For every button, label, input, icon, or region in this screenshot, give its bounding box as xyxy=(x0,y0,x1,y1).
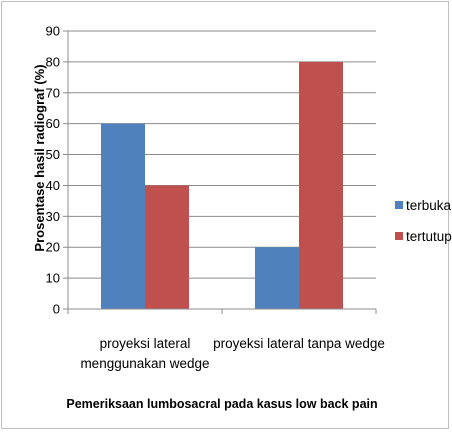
y-tick-label: 70 xyxy=(46,85,60,100)
axes xyxy=(67,31,377,314)
bar-terbuka xyxy=(101,123,145,310)
legend-swatch-tertutup xyxy=(395,232,403,240)
y-tick-labels: 0 10 20 30 40 50 60 70 80 90 xyxy=(46,24,60,317)
legend-swatch-terbuka xyxy=(395,201,403,209)
y-tick-label: 30 xyxy=(46,209,60,224)
bars xyxy=(101,61,343,310)
x-category-label: menggunakan wedge xyxy=(80,356,209,371)
bar-tertutup xyxy=(299,61,343,310)
x-category-label: proyeksi lateral xyxy=(100,336,191,351)
x-axis-title: Pemeriksaan lumbosacral pada kasus low b… xyxy=(66,397,377,411)
x-category-labels: proyeksi lateral menggunakan wedge proyeks… xyxy=(80,336,384,371)
y-tick-label: 90 xyxy=(46,24,60,39)
bar-terbuka xyxy=(255,247,299,309)
y-tick-label: 20 xyxy=(46,240,60,255)
y-axis-title: Prosentase hasil radiograf (%) xyxy=(32,64,47,251)
bar-tertutup xyxy=(145,185,189,309)
y-tick-label: 50 xyxy=(46,147,60,162)
y-tick-label: 60 xyxy=(46,116,60,131)
legend-label-tertutup: tertutup xyxy=(406,229,452,244)
legend: terbuka tertutup xyxy=(395,198,452,244)
legend-label-terbuka: terbuka xyxy=(406,198,452,213)
y-tick-label: 80 xyxy=(46,54,60,69)
y-tick-label: 10 xyxy=(46,271,60,286)
y-tick-label: 0 xyxy=(53,302,60,317)
x-category-label: proyeksi lateral tanpa wedge xyxy=(213,336,385,351)
y-tick-label: 40 xyxy=(46,178,60,193)
